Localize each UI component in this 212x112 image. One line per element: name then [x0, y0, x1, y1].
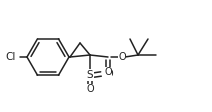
Text: O: O [106, 69, 114, 79]
Text: O: O [86, 84, 94, 94]
Text: O: O [104, 67, 112, 77]
Text: S: S [87, 70, 93, 80]
Text: O: O [118, 52, 126, 62]
Text: Cl: Cl [6, 52, 16, 62]
